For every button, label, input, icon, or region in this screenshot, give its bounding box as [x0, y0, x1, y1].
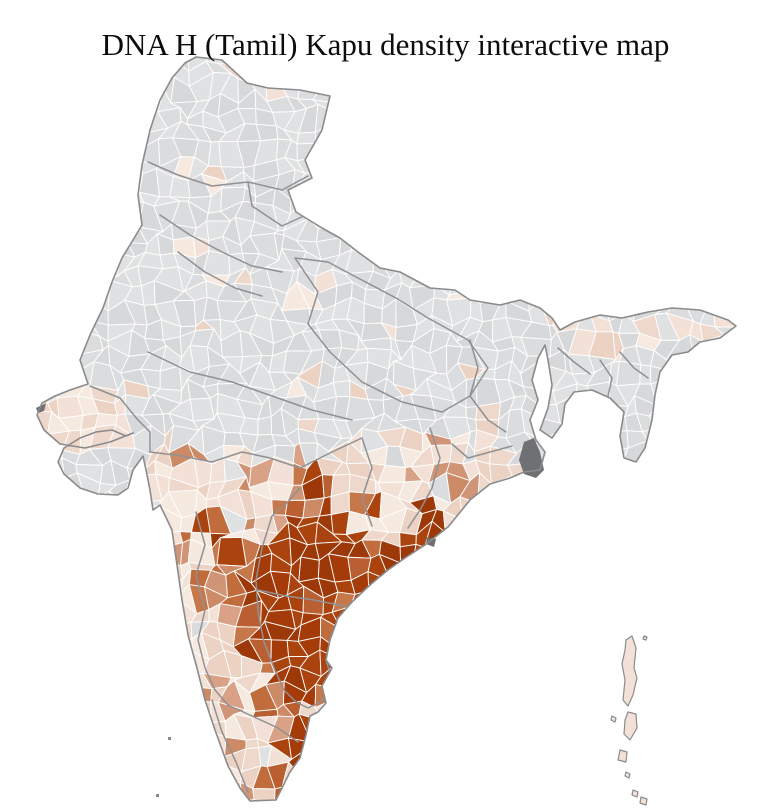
district-cell[interactable] [448, 273, 464, 296]
district-cell[interactable] [257, 416, 273, 436]
chilika-lake [426, 537, 436, 547]
state-border [147, 161, 309, 191]
district-cell[interactable] [652, 284, 680, 311]
lakshadweep-dot-2 [156, 794, 159, 797]
district-cell[interactable] [281, 785, 300, 804]
district-cell[interactable] [89, 253, 119, 277]
nicobar-dot-1[interactable] [624, 771, 631, 779]
district-cell[interactable] [274, 786, 285, 804]
state-border [451, 443, 513, 459]
district-cell[interactable] [635, 289, 662, 311]
district-cell[interactable] [172, 651, 194, 679]
district-cell[interactable] [332, 380, 351, 398]
sundarbans-delta [519, 438, 544, 478]
state-border [469, 339, 507, 433]
andaman-top-dot[interactable] [642, 635, 648, 641]
district-cell[interactable] [639, 364, 652, 385]
district-cell[interactable] [474, 280, 504, 304]
district-cell[interactable] [511, 475, 530, 498]
district-cell[interactable] [616, 360, 642, 387]
district-cell[interactable] [296, 131, 317, 145]
state-border [211, 699, 249, 793]
state-border [195, 511, 229, 706]
district-cell[interactable] [139, 505, 163, 534]
district-cell[interactable] [649, 365, 679, 385]
state-border [159, 214, 283, 273]
nicobar-dot-2[interactable] [631, 789, 639, 798]
state-border [227, 704, 299, 743]
coastline [36, 56, 737, 802]
state-border [407, 427, 441, 529]
andaman-west-dot[interactable] [610, 715, 617, 723]
map-title: DNA H (Tamil) Kapu density interactive m… [101, 26, 670, 62]
district-cell[interactable] [528, 297, 550, 327]
district-cell[interactable] [186, 685, 213, 703]
state-border [89, 385, 151, 453]
district-cell[interactable] [314, 103, 337, 133]
state-border [599, 359, 613, 397]
andaman-middle[interactable] [623, 711, 638, 741]
state-border [619, 351, 649, 379]
andaman-north[interactable] [621, 635, 638, 707]
state-border [149, 437, 363, 469]
district-cell[interactable] [126, 467, 146, 481]
district-cell[interactable] [665, 357, 695, 374]
district-cell[interactable] [712, 297, 744, 328]
district-cell[interactable] [312, 77, 336, 104]
state-border [557, 347, 591, 375]
state-border [361, 437, 373, 527]
district-cell[interactable] [296, 142, 319, 162]
district-cell[interactable] [27, 379, 52, 406]
district-cell[interactable] [605, 430, 629, 451]
state-border [147, 351, 353, 421]
district-cells [27, 57, 744, 804]
lakshadweep-dot-1 [168, 737, 171, 740]
andaman-little[interactable] [617, 749, 628, 763]
district-cell[interactable] [245, 738, 260, 750]
state-border [177, 251, 263, 297]
district-cell[interactable] [204, 753, 226, 769]
district-cell[interactable] [152, 542, 184, 567]
nicobar-dot-3[interactable] [639, 796, 648, 806]
